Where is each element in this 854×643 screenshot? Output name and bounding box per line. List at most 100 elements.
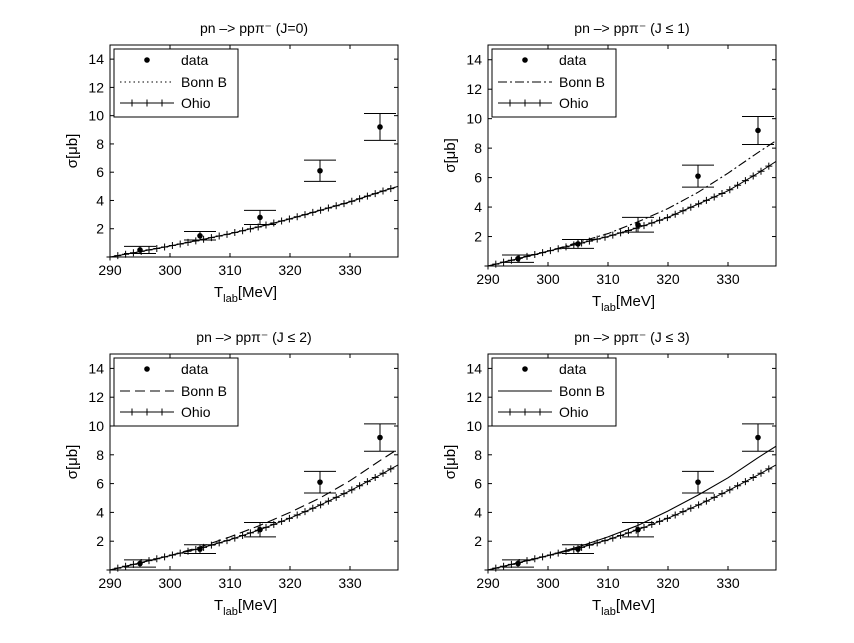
x-axis-label-sub: lab	[223, 606, 238, 618]
x-axis-label: Tlab[MeV]	[592, 293, 655, 314]
ohio-marker	[239, 227, 247, 235]
data-point	[515, 255, 521, 262]
legend: data Bonn B Ohio	[491, 48, 617, 118]
ohio-marker	[710, 193, 718, 201]
ohio-marker	[161, 553, 169, 561]
x-tick-label: 320	[656, 575, 680, 591]
ohio-marker	[246, 225, 254, 233]
ohio-marker	[726, 186, 734, 194]
y-axis-label: σ[μb]	[442, 445, 459, 480]
y-tick-label: 4	[96, 504, 104, 520]
ohio-marker	[640, 523, 648, 531]
ohio-marker	[246, 529, 254, 537]
legend-ohio-marker	[158, 99, 166, 107]
ohio-marker	[215, 539, 223, 547]
data-point	[377, 434, 383, 441]
x-axis-label-sub: lab	[601, 302, 616, 314]
data-point	[257, 214, 263, 221]
ohio-marker	[531, 555, 539, 563]
ohio-marker	[317, 501, 325, 509]
ohio-marker	[379, 469, 387, 477]
data-point	[515, 560, 521, 567]
x-axis-label-unit: [MeV]	[238, 597, 277, 614]
legend-data-symbol	[522, 366, 528, 372]
ohio-marker	[749, 172, 757, 180]
ohio-marker	[387, 185, 395, 193]
ohio-marker	[176, 549, 184, 557]
legend-box	[491, 48, 617, 118]
x-axis-label-sub: lab	[601, 606, 616, 618]
ohio-marker	[546, 551, 554, 559]
ohio-marker	[648, 219, 656, 227]
ohio-marker	[617, 229, 625, 237]
ohio-marker	[324, 204, 332, 212]
x-axis-label: Tlab[MeV]	[592, 597, 655, 618]
ohio-marker	[617, 532, 625, 540]
x-axis-label-unit: [MeV]	[238, 284, 277, 301]
legend-ohio-marker	[506, 408, 514, 416]
x-tick-label: 320	[278, 262, 302, 278]
data-point	[755, 127, 761, 134]
y-axis-label: σ[μb]	[64, 134, 81, 169]
ohio-marker	[356, 482, 364, 490]
ohio-marker	[161, 243, 169, 251]
legend-ohio-marker	[128, 99, 136, 107]
ohio-marker	[765, 465, 773, 473]
ohio-marker	[106, 253, 114, 261]
x-axis-label-main: T	[592, 597, 601, 614]
ohio-marker	[215, 232, 223, 240]
ohio-marker	[679, 207, 687, 215]
ohio-marker	[609, 534, 617, 542]
chart-panel-4: pn –> ppπ⁻ (J ≤ 3) 290 300 310 320 330 2 4 6 8 10 1…	[442, 329, 777, 618]
ohio-marker	[640, 222, 648, 230]
ohio-marker	[484, 262, 492, 270]
x-tick-label: 310	[218, 575, 242, 591]
y-tick-label: 8	[474, 140, 482, 156]
ohio-marker	[324, 497, 332, 505]
ohio-marker	[348, 197, 356, 205]
ohio-marker	[122, 250, 130, 258]
data-point	[197, 546, 203, 552]
x-tick-label: 330	[338, 575, 362, 591]
ohio-marker	[585, 237, 593, 245]
x-tick-label: 300	[158, 262, 182, 278]
y-tick-label: 2	[474, 533, 482, 549]
ohio-marker	[168, 242, 176, 250]
y-tick-label: 8	[96, 447, 104, 463]
ohio-marker	[554, 549, 562, 557]
ohio-marker	[145, 557, 153, 565]
x-axis-label: Tlab[MeV]	[214, 284, 277, 305]
ohio-marker	[734, 181, 742, 189]
ohio-marker	[484, 566, 492, 574]
ohio-marker	[687, 203, 695, 211]
legend: data Bonn B Ohio	[113, 48, 239, 118]
ohio-marker	[718, 190, 726, 198]
legend-ohio-marker	[158, 408, 166, 416]
ohio-marker	[554, 245, 562, 253]
ohio-marker	[293, 511, 301, 519]
x-tick-label: 300	[158, 575, 182, 591]
data-point	[317, 479, 323, 485]
y-tick-label: 6	[474, 476, 482, 492]
x-axis-label-unit: [MeV]	[616, 293, 655, 310]
x-tick-label: 290	[98, 262, 122, 278]
ohio-marker	[546, 247, 554, 255]
ohio-marker	[726, 486, 734, 494]
ohio-marker	[356, 195, 364, 203]
ohio-marker	[223, 230, 231, 238]
x-tick-label: 310	[596, 575, 620, 591]
x-tick-label: 300	[536, 271, 560, 287]
legend-label-bonn-b: Bonn B	[559, 74, 605, 90]
y-tick-label: 8	[474, 447, 482, 463]
ohio-marker	[702, 196, 710, 204]
x-tick-label: 290	[476, 271, 500, 287]
y-tick-label: 12	[466, 389, 482, 405]
y-tick-label: 12	[466, 81, 482, 97]
ohio-marker	[114, 564, 122, 572]
ohio-marker	[106, 566, 114, 574]
legend-ohio-marker	[128, 408, 136, 416]
legend-label-ohio: Ohio	[181, 95, 211, 111]
ohio-marker	[317, 206, 325, 214]
y-axis-label: σ[μb]	[64, 445, 81, 480]
